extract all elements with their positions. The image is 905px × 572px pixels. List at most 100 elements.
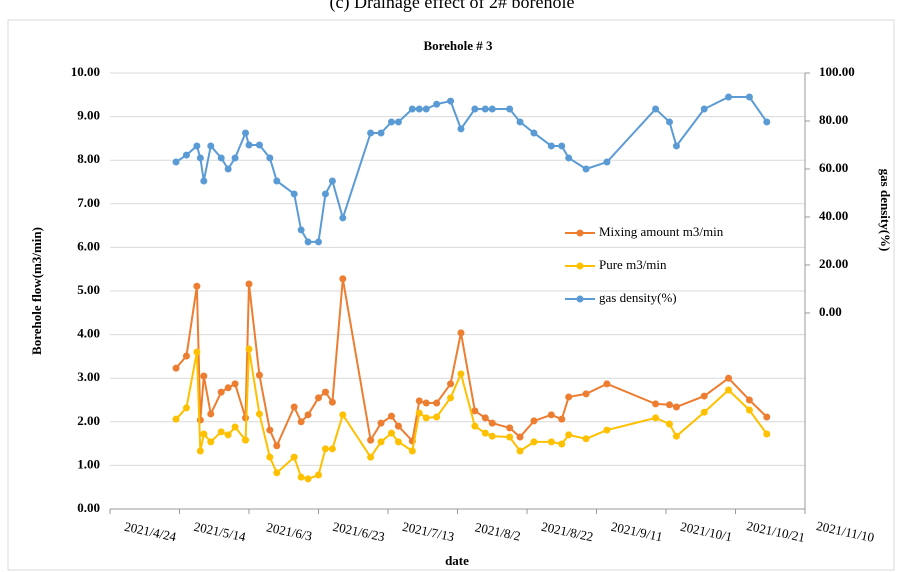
point [394,422,402,430]
point [207,438,215,446]
point [530,417,538,425]
point [290,190,298,198]
point [217,154,225,162]
point [255,141,263,149]
point [193,348,201,356]
point [547,142,555,150]
point [387,429,395,437]
y-tick-label: 10.00 [71,64,100,79]
point [457,125,465,133]
point [321,388,329,396]
point [665,401,673,409]
point [665,118,673,126]
point [172,158,180,166]
point [488,419,496,427]
legend-marker [576,295,584,303]
point [471,407,479,415]
y2-tick-label: 40.00 [819,208,848,223]
point [471,105,479,113]
y-axis-label: Borehole flow(m3/min) [29,227,44,355]
point [304,475,312,483]
caption: (c) Drainage effect of 2# borehole [329,0,574,13]
point [672,432,680,440]
legend-label: Pure m3/min [599,257,667,272]
chart-title: Borehole # 3 [423,38,493,53]
point [516,433,524,441]
point [547,438,555,446]
point [422,414,430,422]
chart-frame [7,19,895,571]
point [457,370,465,378]
point [547,411,555,419]
point [172,364,180,372]
point [290,453,298,461]
point [377,438,385,446]
point [415,397,423,405]
point [315,238,322,246]
y2-tick-label: 100.00 [819,64,855,79]
point [488,432,496,440]
point [763,413,771,421]
point [481,105,489,113]
point [200,372,208,380]
point [339,275,347,283]
point [224,165,232,173]
point [725,93,733,101]
point [328,177,336,185]
point [422,105,430,113]
point [408,105,416,113]
point [481,429,489,437]
point [558,142,566,150]
point [530,438,538,446]
point [506,433,514,441]
point [530,129,538,137]
point [603,158,611,166]
point [245,345,253,353]
point [447,97,455,105]
point [297,226,305,234]
point [422,399,430,407]
point [387,118,395,126]
point [172,415,180,423]
point [565,154,573,162]
point [506,105,514,113]
y2-tick-label: 60.00 [819,160,848,175]
point [763,430,771,438]
y-tick-label: 5.00 [77,282,100,297]
point [196,154,204,162]
point [224,384,232,392]
point [200,430,208,438]
point [558,440,566,448]
point [652,105,660,113]
point [700,105,708,113]
point [242,129,250,137]
point [408,447,416,455]
point [217,388,225,396]
point [433,100,441,108]
point [193,142,201,150]
point [506,424,514,432]
point [266,453,274,461]
point [565,393,573,401]
y-tick-label: 1.00 [77,456,100,471]
point [565,431,573,439]
point [745,406,753,414]
point [255,371,263,379]
y2-axis-label: gas density(%) [878,169,893,252]
point [255,410,263,418]
legend-label: Mixing amount m3/min [599,224,724,239]
legend-marker [576,262,584,270]
point [558,415,566,423]
point [725,386,733,394]
point [415,409,423,417]
point [321,445,329,453]
point [665,420,673,428]
point [481,414,489,422]
point [603,380,611,388]
point [700,392,708,400]
point [763,118,771,126]
point [582,390,590,398]
point [415,105,423,113]
point [196,416,204,424]
